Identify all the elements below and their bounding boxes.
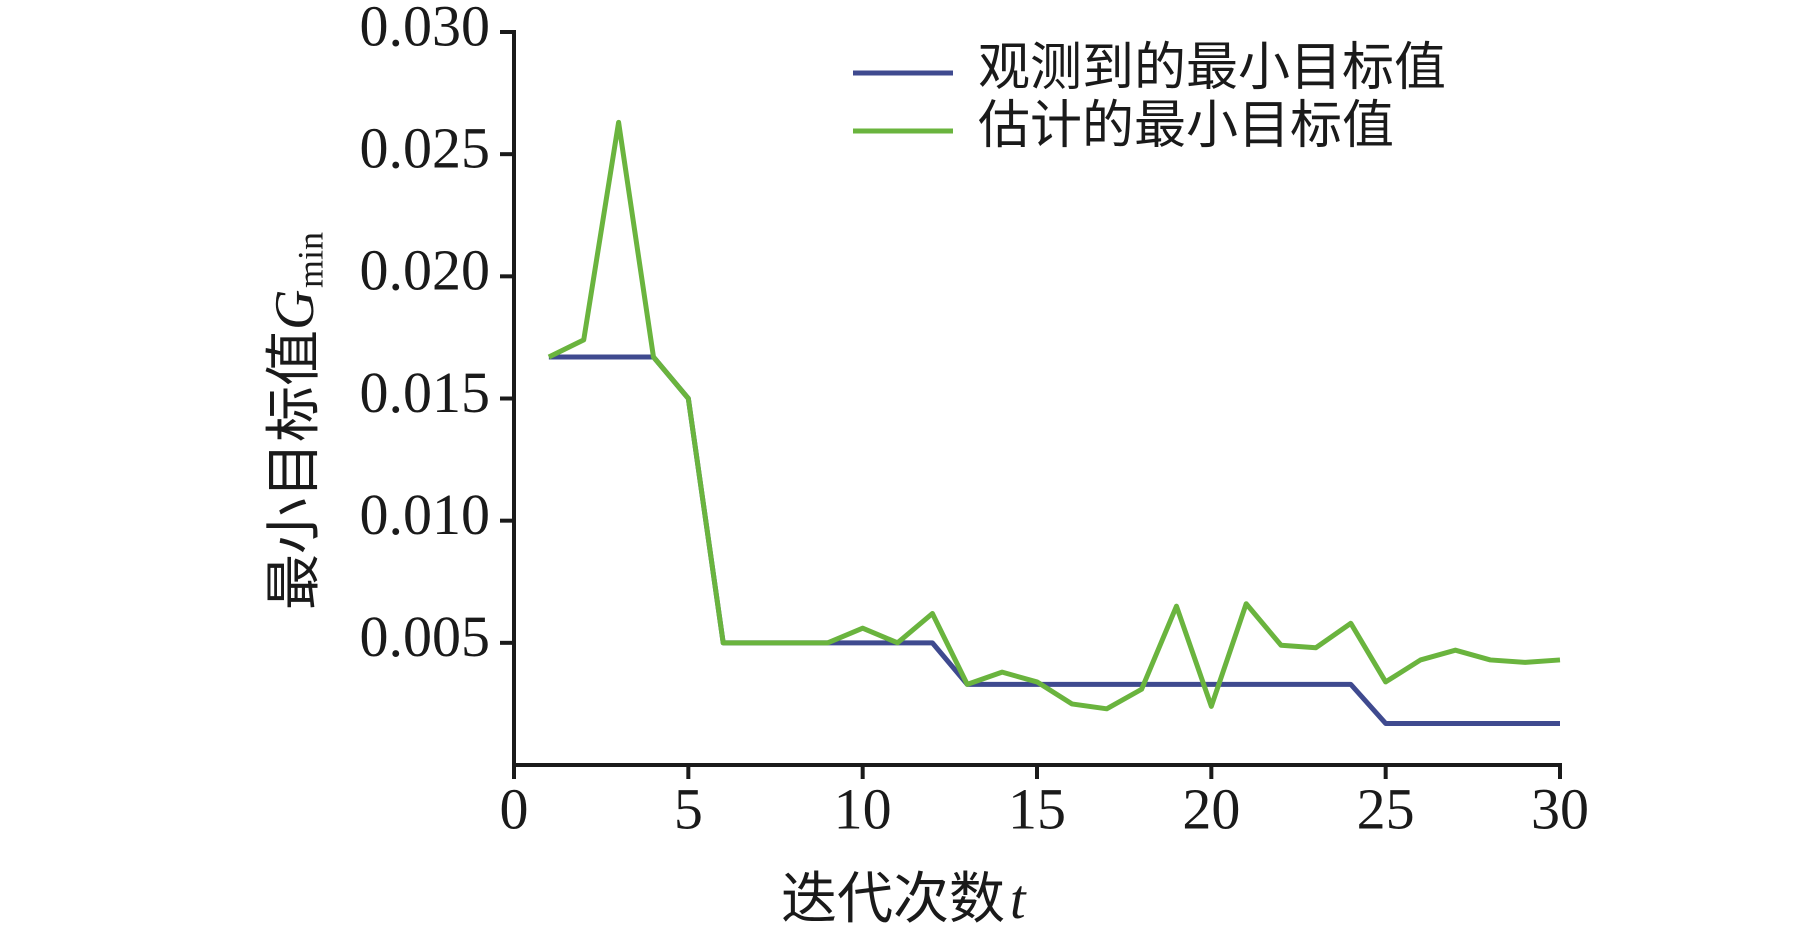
y-axis-title: 最小目标值	[264, 330, 326, 610]
y-axis-subscript: min	[290, 232, 330, 288]
y-tick-label: 0.020	[360, 238, 491, 303]
x-tick-label: 0	[500, 776, 529, 841]
y-tick-label: 0.025	[360, 115, 491, 180]
x-tick-label: 30	[1531, 776, 1589, 841]
x-tick-label: 5	[674, 776, 703, 841]
y-tick-label: 0.005	[360, 604, 491, 669]
y-axis-title-group: 最小目标值 G min	[264, 232, 330, 610]
y-tick-label: 0.015	[360, 360, 491, 425]
x-tick-label: 20	[1182, 776, 1240, 841]
y-axis-symbol: G	[264, 290, 326, 330]
x-tick-label: 25	[1357, 776, 1415, 841]
x-tick-label: 10	[834, 776, 892, 841]
series-line	[547, 119, 1561, 712]
x-axis-symbol: t	[1010, 869, 1027, 931]
x-tick-label: 15	[1008, 776, 1066, 841]
x-axis-title: 迭代次数	[781, 869, 1005, 931]
y-tick-label: 0.010	[360, 482, 491, 547]
legend-label: 估计的最小目标值	[978, 98, 1394, 155]
y-tick-label: 0.030	[360, 0, 491, 58]
legend-label: 观测到的最小目标值	[978, 40, 1446, 97]
